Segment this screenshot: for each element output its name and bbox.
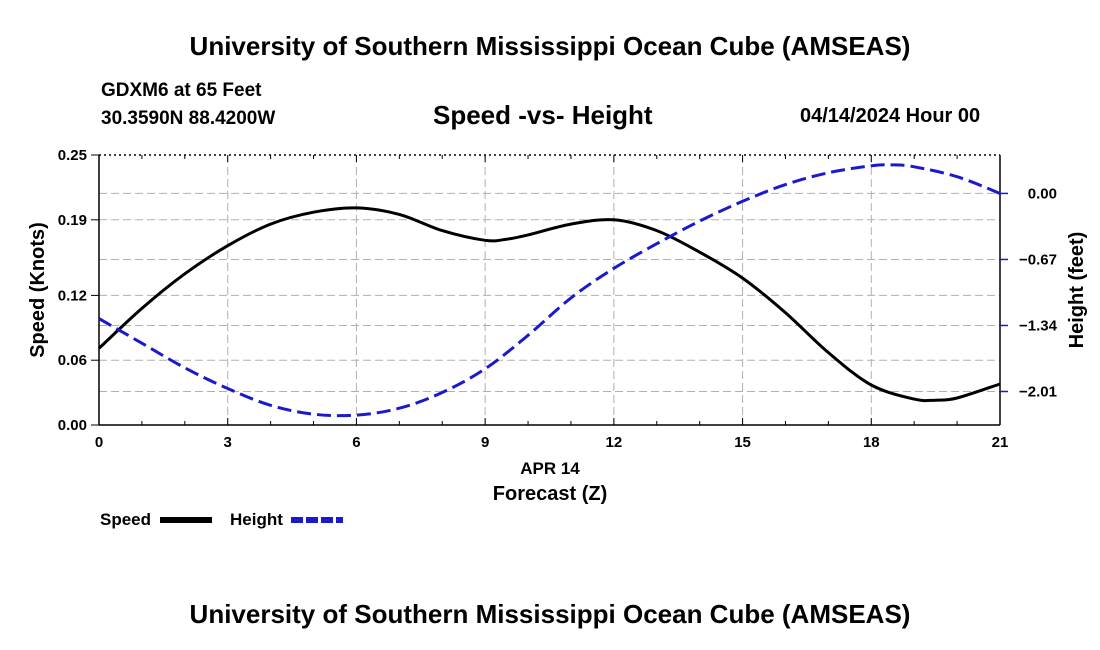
series-line-height <box>98 163 1001 418</box>
chart-subtitle: Speed -vs- Height <box>433 100 653 130</box>
station-coordinates: 30.3590N 88.4200W <box>101 108 276 129</box>
series-lines <box>97 163 1001 418</box>
x-axis-date-label: APR 14 <box>520 459 580 478</box>
station-name: GDXM6 at 65 Feet <box>101 80 262 101</box>
legend-label-height: Height <box>230 510 283 529</box>
x-tick-label: 3 <box>224 434 232 451</box>
x-tick-label: 12 <box>606 434 623 451</box>
x-tick-label: 9 <box>481 434 489 451</box>
x-axis-title: Forecast (Z) <box>493 483 607 505</box>
y-axis-title: Speed (Knots) <box>27 222 49 358</box>
forecast-datetime: 04/14/2024 Hour 00 <box>800 105 981 127</box>
x-tick-label: 6 <box>352 434 360 451</box>
series-line-speed <box>97 206 1001 403</box>
axis-labels: APR 14 Forecast (Z) Speed (Knots) Height… <box>27 222 1088 505</box>
y-tick-label: 0.25 <box>58 147 87 164</box>
station-info: GDXM6 at 65 Feet 30.3590N 88.4200W <box>101 77 275 133</box>
x-tick-label: 21 <box>992 434 1009 451</box>
y2-axis-title: Height (feet) <box>1066 232 1088 349</box>
axes: 0 3 6 9 12 15 18 21 0.00 0.06 0.12 0.19 0.25 0.00 −0.6… <box>58 147 1058 451</box>
x-tick-label: 18 <box>863 434 880 451</box>
y2-tick-label: −1.34 <box>1019 317 1058 334</box>
y2-tick-label: 0.00 <box>1028 185 1057 202</box>
y-tick-label: 0.19 <box>58 212 87 229</box>
y-tick-label: 0.12 <box>58 287 87 304</box>
y-tick-label: 0.00 <box>58 417 87 434</box>
y-tick-label: 0.06 <box>58 352 87 369</box>
page-title: University of Southern Mississippi Ocean… <box>189 31 911 61</box>
grid-lines <box>99 155 1000 425</box>
legend: Speed Height <box>100 510 343 529</box>
x-tick-label: 0 <box>95 434 103 451</box>
y2-tick-label: −0.67 <box>1019 251 1057 268</box>
legend-label-speed: Speed <box>100 510 151 529</box>
footer-title: University of Southern Mississippi Ocean… <box>189 599 911 629</box>
x-tick-label: 15 <box>734 434 751 451</box>
y2-tick-label: −2.01 <box>1019 383 1057 400</box>
